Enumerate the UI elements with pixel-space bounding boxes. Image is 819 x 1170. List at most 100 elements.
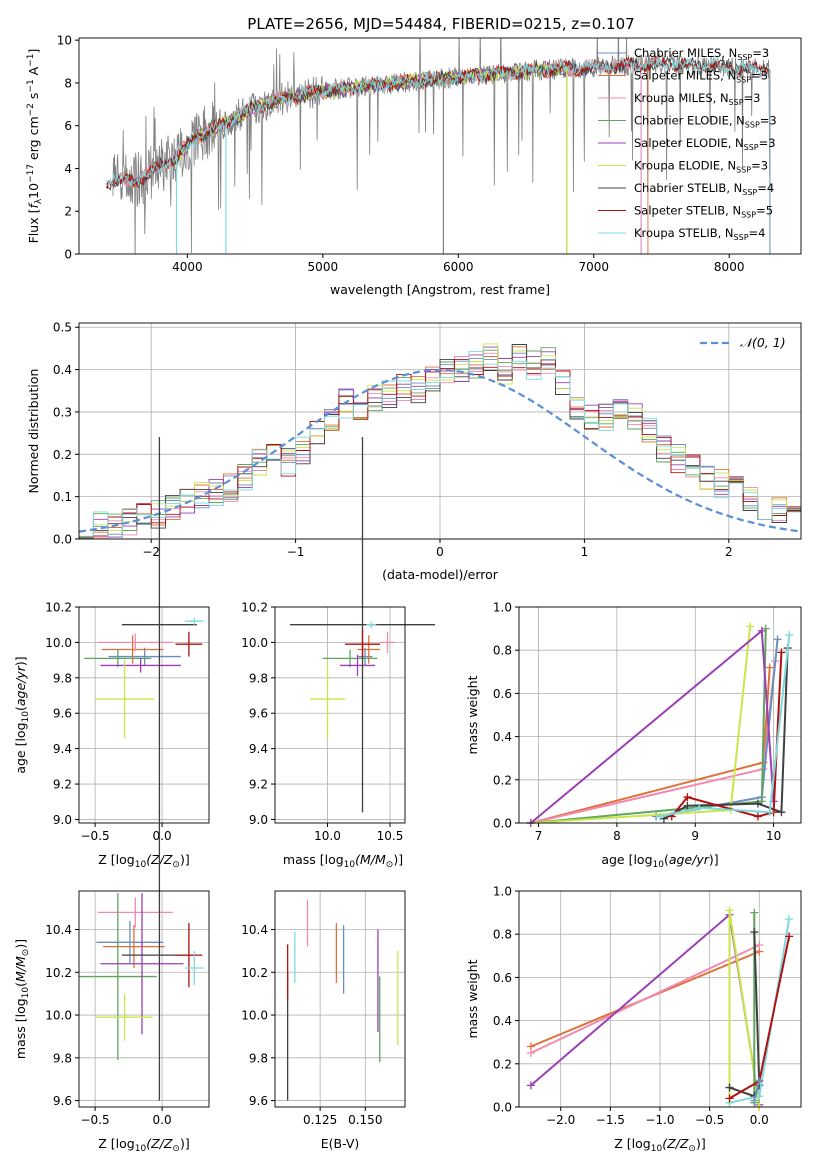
legend-entry: Salpeter ELODIE, NSSP=3: [634, 136, 776, 152]
y-tick-label: 10.0: [241, 1009, 268, 1023]
residual-panel: −2 −1 0 1 2 0.0 0.1 0.2 0.3 0.4 0.5 (data-model)/er…: [26, 321, 802, 582]
weight-marker: [755, 1092, 764, 1101]
weight-marker: [725, 906, 734, 915]
y-tick-label: 0.4: [493, 1014, 512, 1028]
y-tick-label: 9.6: [53, 1094, 72, 1108]
weight-vs-metallicity-panel: −2.0 −1.5 −1.0 −0.5 0.0 0.0 0.2 0.4 0.6 0.8 1.0 mas…: [465, 885, 802, 1154]
spectrum-lines: [105, 38, 771, 254]
weight-marker: [785, 932, 794, 941]
x-tick-label: 5000: [308, 260, 339, 274]
y-tick-label: 0.4: [493, 730, 512, 744]
x-tick-label: 9: [691, 829, 699, 843]
weight-marker: [777, 808, 786, 817]
model-spectrum-line: [119, 57, 642, 188]
x-tick-label: 0.0: [153, 829, 172, 843]
y-tick-label: 9.8: [53, 1051, 72, 1065]
x-tick-label: 0.0: [750, 1113, 769, 1127]
x-axis-label: E(B-V): [321, 1136, 360, 1151]
y-tick-label: 0.3: [53, 405, 72, 419]
legend-entry: 𝒩(0, 1): [740, 335, 786, 350]
x-tick-label: 8000: [714, 260, 745, 274]
weight-line: [530, 667, 771, 824]
y-tick-label: 0.2: [493, 1057, 512, 1071]
weight-marker: [773, 635, 782, 644]
weight-marker: [765, 663, 774, 672]
weight-marker: [526, 1081, 535, 1090]
y-axis-label: age [log10(age/yr)]: [13, 656, 31, 773]
x-tick-label: 0: [436, 545, 444, 559]
x-axis-label: Z [log10(Z/Z⊙)]: [98, 852, 189, 870]
y-tick-label: 6: [64, 119, 72, 133]
y-tick-label: 2: [64, 205, 72, 219]
weight-marker: [753, 799, 762, 808]
y-axis-label: mass [log10(M/M⊙)]: [13, 939, 31, 1059]
axes-frame: [78, 890, 210, 1108]
legend-entry: Chabrier ELODIE, NSSP=3: [634, 114, 777, 130]
x-tick-label: −1.0: [645, 1113, 674, 1127]
x-axis-label: wavelength [Angstrom, rest frame]: [330, 282, 550, 297]
x-axis-label: Z [log10(Z/Z⊙)]: [614, 1136, 705, 1154]
y-tick-label: 0.2: [493, 773, 512, 787]
y-tick-label: 0: [64, 248, 72, 262]
y-tick-label: 10: [57, 34, 72, 48]
y-tick-label: 0.6: [493, 971, 512, 985]
y-tick-label: 4: [64, 162, 72, 176]
y-tick-label: 9.2: [249, 778, 268, 792]
x-axis-label: age [log10(age/yr)]: [601, 852, 718, 870]
axes-frame: [78, 322, 802, 540]
x-tick-label: 10: [766, 829, 781, 843]
normal-curve: [78, 368, 802, 533]
y-tick-label: 10.0: [45, 1009, 72, 1023]
y-axis-label: mass weight: [465, 959, 480, 1038]
y-tick-label: 10.4: [45, 923, 72, 937]
weight-marker: [785, 631, 794, 640]
y-tick-label: 9.2: [53, 778, 72, 792]
y-tick-label: 9.4: [249, 742, 268, 756]
y-tick-label: 9.6: [249, 1094, 268, 1108]
weight-marker: [765, 808, 774, 817]
weight-marker: [725, 1083, 734, 1092]
y-tick-label: 0.4: [53, 363, 72, 377]
x-tick-label: −1.5: [596, 1113, 625, 1127]
weight-marker: [750, 908, 759, 917]
y-axis-label: mass weight: [465, 675, 480, 754]
x-tick-label: 0.150: [348, 1113, 382, 1127]
weight-vs-age-panel: 7 8 9 10 0.0 0.2 0.4 0.6 0.8 1.0 mass weight age [l…: [465, 601, 802, 870]
weight-marker: [755, 941, 764, 949]
x-tick-label: −1: [287, 545, 305, 559]
x-tick-label: 4000: [172, 260, 203, 274]
y-tick-label: 0.0: [493, 1101, 512, 1115]
y-tick-label: 0.5: [53, 321, 72, 335]
y-tick-label: 0.6: [493, 687, 512, 701]
y-tick-label: 0.0: [493, 817, 512, 831]
model-spectrum-line: [105, 56, 770, 187]
x-tick-label: 0.0: [153, 1113, 172, 1127]
legend-entry: Chabrier MILES, NSSP=3: [634, 46, 769, 62]
y-tick-label: 1.0: [493, 885, 512, 899]
legend-entry: Kroupa MILES, NSSP=3: [634, 91, 760, 107]
x-tick-label: 6000: [443, 260, 474, 274]
figure-title: PLATE=2656, MJD=54484, FIBERID=0215, z=0…: [247, 15, 634, 33]
y-tick-label: 0.8: [493, 928, 512, 942]
weight-marker: [725, 1094, 734, 1103]
y-tick-label: 0.1: [53, 490, 72, 504]
y-tick-label: 0.8: [493, 644, 512, 658]
y-tick-label: 9.0: [53, 813, 72, 827]
y-tick-label: 9.6: [53, 707, 72, 721]
weight-marker: [785, 915, 794, 924]
mass-vs-extinction-panel: 0.125 0.150 9.6 9.8 10.0 10.2 10.4 E(B-V): [241, 890, 406, 1151]
x-tick-label: 1: [581, 545, 589, 559]
age-vs-metallicity-panel: −0.5 0.0 9.0 9.2 9.4 9.6 9.8 10.0 10.2 Z [log10(Z…: [13, 437, 210, 870]
y-tick-label: 1.0: [493, 601, 512, 615]
x-tick-label: −2.0: [546, 1113, 575, 1127]
weight-marker: [750, 1096, 759, 1105]
axes-frame: [78, 37, 802, 255]
x-tick-label: 2: [725, 545, 733, 559]
x-tick-label: 10.0: [314, 829, 341, 843]
weight-marker: [755, 1077, 764, 1086]
y-tick-label: 10.2: [241, 966, 268, 980]
weight-marker: [757, 626, 766, 635]
x-tick-label: 8: [613, 829, 621, 843]
histogram-step: [79, 350, 801, 540]
